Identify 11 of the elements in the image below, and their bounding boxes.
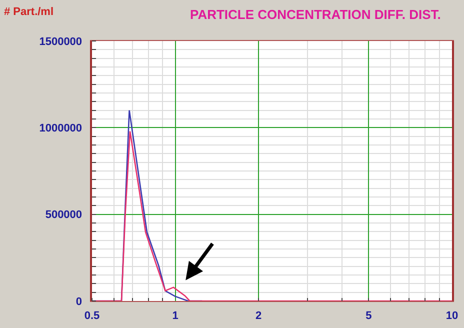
x-tick-label: 1: [172, 310, 178, 322]
x-tick-label: 0.5: [84, 310, 100, 322]
chart-title: PARTICLE CONCENTRATION DIFF. DIST.: [190, 7, 441, 22]
y-tick-label: 0: [76, 296, 82, 308]
y-tick-label: 1000000: [39, 122, 82, 135]
y-tick-label: 1500000: [39, 36, 82, 48]
y-axis-title: # Part./ml: [4, 6, 54, 18]
x-tick-label: 10: [446, 310, 458, 322]
x-tick-label: 5: [366, 310, 372, 322]
y-tick-label: 500000: [45, 209, 82, 222]
x-tick-label: 2: [256, 310, 262, 322]
